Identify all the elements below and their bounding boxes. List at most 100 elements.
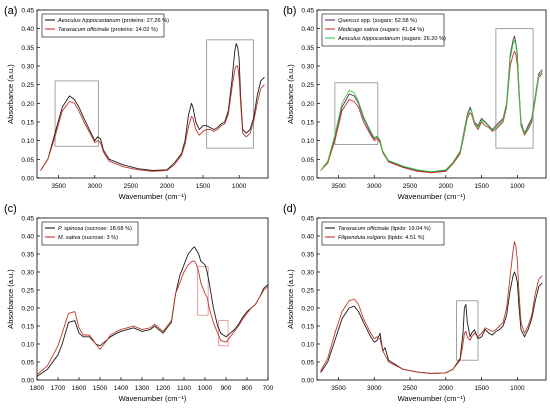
chart-panel-4: (d) 0.00 0.05 0.10 0.15 0.20 0.25 0.30 0.35 0.40 0… — [283, 203, 547, 403]
y-axis-label: Absorbance (a.u.) — [6, 269, 15, 329]
y-tick-label: 0.45 — [21, 8, 34, 15]
legend-detail: (sucrose: 18.68 %) — [83, 226, 132, 232]
panel-label: (c) — [4, 203, 17, 215]
legend-box — [321, 221, 445, 246]
y-tick-label: 0.25 — [301, 288, 314, 295]
legend: P. spinosa (sucrose: 18.68 %) M. sativa (… — [41, 221, 139, 246]
y-tick-label: 0.40 — [21, 234, 34, 241]
y-tick-label: 0.15 — [21, 120, 34, 127]
x-tick-label: 1600 — [72, 385, 87, 392]
legend-species: Medicago sativa — [338, 27, 378, 33]
y-tick-label: 0.20 — [21, 101, 34, 108]
legend-detail: (sugars: 26.20 %) — [400, 36, 446, 42]
legend-detail: spp. (sugars: 52.58 %) — [359, 18, 417, 24]
y-tick-label: 0.20 — [301, 101, 314, 108]
x-tick-label: 1200 — [156, 385, 171, 392]
x-tick-label: 3500 — [51, 183, 66, 190]
y-tick-label: 0.05 — [21, 157, 34, 164]
legend-species: Taraxacum officinale — [338, 226, 389, 232]
legend-species: Quercus — [338, 18, 359, 24]
plot-frame — [36, 217, 269, 381]
y-tick-label: 0.40 — [21, 26, 34, 33]
x-tick-label: 3000 — [88, 183, 103, 190]
x-tick-label: 1500 — [196, 183, 211, 190]
legend-species: M. sativa — [58, 235, 80, 241]
x-tick-label: 1100 — [177, 385, 191, 392]
legend-detail: (proteins: 27.26 %) — [120, 18, 169, 24]
y-tick-label: 0.10 — [21, 138, 34, 145]
plot-frame — [316, 9, 547, 179]
y-tick-label: 0.30 — [301, 270, 314, 277]
y-axis-label: Absorbance (a.u.) — [286, 64, 295, 124]
x-tick-label: 3500 — [331, 385, 346, 392]
legend-entry: Medicago sativa (sugars: 41.64 %) — [338, 27, 424, 33]
x-tick-label: 1500 — [474, 385, 489, 392]
series-line-2 — [37, 260, 268, 375]
y-tick-label: 0.20 — [301, 306, 314, 313]
x-tick-label: 700 — [263, 385, 274, 392]
y-tick-label: 0.10 — [21, 342, 34, 349]
y-tick-label: 0.15 — [301, 324, 314, 331]
panel-label: (d) — [283, 203, 296, 215]
y-tick-label: 0.10 — [301, 342, 314, 349]
highlight-box — [334, 82, 379, 145]
x-tick-label: 3000 — [367, 183, 382, 190]
legend-entry: Filipendula vulgaris (lipids: 4.51 %) — [338, 235, 425, 241]
legend-detail: (lipids: 19.04 %) — [389, 226, 431, 232]
x-tick-label: 1500 — [93, 385, 108, 392]
legend: Quercus spp. (sugars: 52.58 %) Medicago s… — [321, 13, 446, 47]
y-tick-label: 0.00 — [21, 378, 34, 385]
chart-panel-3: (c) 0.00 0.05 0.10 0.15 0.20 0.25 0.30 0.35 0.40 0… — [4, 203, 274, 403]
legend-detail: (sugars: 41.64 %) — [378, 27, 424, 33]
plot-frame — [36, 9, 269, 179]
plot-frame — [316, 217, 547, 381]
y-tick-label: 0.45 — [301, 8, 314, 15]
x-tick-label: 3000 — [367, 385, 382, 392]
legend-box — [41, 221, 139, 246]
y-tick-label: 0.30 — [21, 64, 34, 71]
highlight-box — [54, 80, 99, 147]
highlight-box — [197, 266, 209, 316]
y-axis-label: Absorbance (a.u.) — [286, 269, 295, 329]
highlight-box — [456, 300, 479, 361]
y-tick-label: 0.00 — [301, 176, 314, 183]
y-tick-label: 0.05 — [21, 360, 34, 367]
legend-entry: Aesculus hippocastanum (sugars: 26.20 %) — [337, 36, 446, 42]
legend-box — [321, 13, 445, 47]
chart-panel-1: (a) 0.00 0.05 0.10 0.15 0.20 0.25 0.30 0.35 0.40 0… — [4, 5, 269, 201]
legend-entry: M. sativa (sucrose: 3 %) — [58, 235, 118, 241]
x-tick-label: 1000 — [198, 385, 213, 392]
legend-entry: P. spinosa (sucrose: 18.68 %) — [58, 226, 132, 232]
panel-label: (b) — [283, 5, 296, 17]
legend-detail: (sucrose: 3 %) — [80, 235, 118, 241]
x-tick-label: 2000 — [439, 183, 454, 190]
highlight-box — [206, 39, 254, 149]
y-tick-label: 0.45 — [301, 216, 314, 223]
legend-box — [41, 13, 165, 38]
y-tick-label: 0.05 — [301, 157, 314, 164]
x-tick-label: 1400 — [114, 385, 129, 392]
highlight-box — [218, 320, 229, 347]
legend-detail: (lipids: 4.51 %) — [386, 235, 425, 241]
y-tick-label: 0.35 — [21, 45, 34, 52]
x-axis-label: Wavenumber (cm⁻¹) — [398, 394, 466, 403]
legend: Taraxacum officinale (lipids: 19.04 %)Fi… — [321, 221, 445, 246]
legend-entry: Taraxacum officinale (lipids: 19.04 %) — [338, 226, 431, 232]
y-tick-label: 0.00 — [21, 176, 34, 183]
x-tick-label: 1300 — [135, 385, 150, 392]
x-tick-label: 2500 — [124, 183, 139, 190]
y-tick-label: 0.00 — [301, 378, 314, 385]
x-tick-label: 900 — [221, 385, 232, 392]
legend-species: Filipendula vulgaris — [338, 235, 386, 241]
y-axis-label: Absorbance (a.u.) — [6, 64, 15, 124]
y-tick-label: 0.30 — [301, 64, 314, 71]
chart-panel-2: (b) 0.00 0.05 0.10 0.15 0.20 0.25 0.30 0.35 0.40 0… — [283, 5, 547, 201]
series-line-2 — [320, 240, 543, 374]
legend: Aesculus hippocastanum (proteins: 27.26 … — [41, 13, 169, 38]
legend-entry: Aesculus hippocastanum (proteins: 27.26 … — [57, 18, 169, 24]
series-line-2 — [40, 65, 265, 172]
y-tick-label: 0.25 — [21, 82, 34, 89]
legend-entry: Taraxacum officinale (proteins: 14.02 %) — [58, 27, 158, 33]
x-axis-label: Wavenumber (cm⁻¹) — [119, 394, 187, 403]
